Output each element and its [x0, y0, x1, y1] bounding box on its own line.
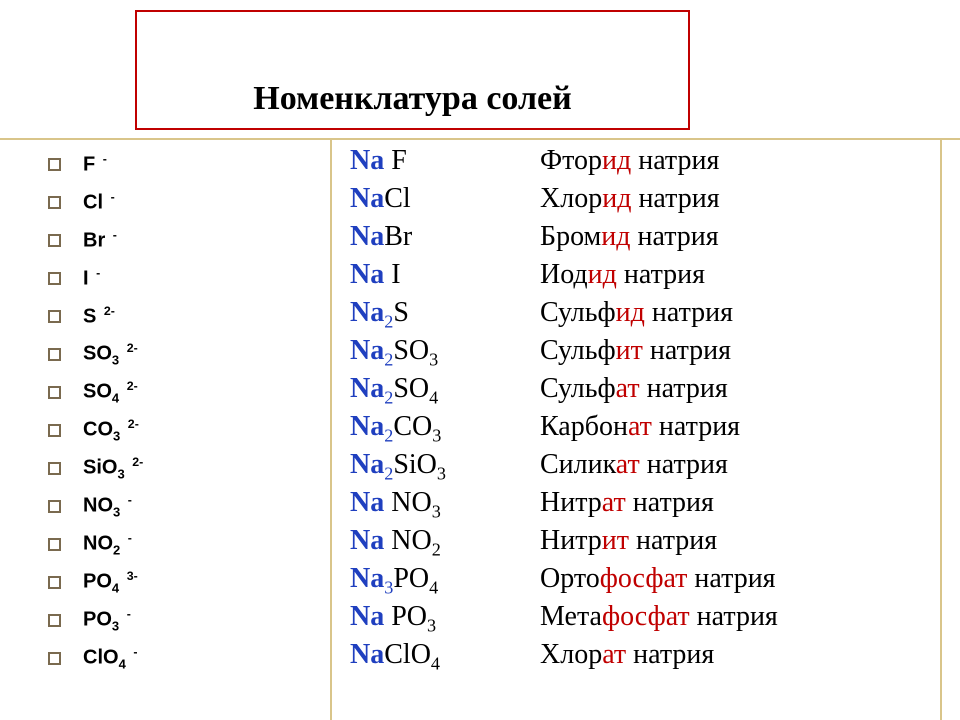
salt-row: NaBrБромид натрия [350, 218, 950, 256]
anion-row: SiO3 2- [48, 449, 328, 487]
salt-name: Сульфат натрия [540, 370, 728, 408]
anion-row: ClO4 - [48, 639, 328, 677]
vertical-divider-left [330, 138, 332, 720]
bullet-icon [48, 196, 61, 209]
salt-formula: Na NO2 [350, 522, 540, 560]
bullet-icon [48, 462, 61, 475]
salt-formula: Na NO3 [350, 484, 540, 522]
bullet-icon [48, 386, 61, 399]
salt-formula: Na PO3 [350, 598, 540, 636]
anion-list: F - Cl - Br - I - S 2- SO3 2- SO4 2- CO3 2- SiO3… [48, 145, 328, 677]
salt-formula: NaBr [350, 218, 540, 256]
horizontal-rule [0, 138, 960, 140]
anion-row: NO2 - [48, 525, 328, 563]
bullet-icon [48, 500, 61, 513]
anion-formula: Br - [83, 228, 117, 253]
salt-row: Na2SiO3Силикат натрия [350, 446, 950, 484]
salt-row: Na IИодид натрия [350, 256, 950, 294]
salt-name: Хлорат натрия [540, 636, 714, 674]
salt-name: Силикат натрия [540, 446, 728, 484]
salt-name: Нитрат натрия [540, 484, 714, 522]
salt-row: NaClХлорид натрия [350, 180, 950, 218]
anion-formula: ClO4 - [83, 645, 138, 672]
bullet-icon [48, 234, 61, 247]
bullet-icon [48, 272, 61, 285]
anion-row: PO3 - [48, 601, 328, 639]
salt-formula: Na2SO4 [350, 370, 540, 408]
salt-formula: Na2CO3 [350, 408, 540, 446]
bullet-icon [48, 310, 61, 323]
bullet-icon [48, 348, 61, 361]
anion-formula: S 2- [83, 304, 115, 329]
anion-row: Cl - [48, 183, 328, 221]
salt-list: Na FФторид натрияNaClХлорид натрияNaBrБр… [350, 142, 950, 674]
anion-row: Br - [48, 221, 328, 259]
anion-row: I - [48, 259, 328, 297]
anion-formula: NO3 - [83, 493, 132, 520]
anion-formula: CO3 2- [83, 417, 139, 444]
salt-row: Na2SO4Сульфат натрия [350, 370, 950, 408]
anion-formula: PO4 3- [83, 569, 138, 596]
salt-formula: NaCl [350, 180, 540, 218]
bullet-icon [48, 614, 61, 627]
salt-name: Иодид натрия [540, 256, 705, 294]
salt-row: Na NO2Нитрит натрия [350, 522, 950, 560]
salt-name: Нитрит натрия [540, 522, 717, 560]
anion-formula: PO3 - [83, 607, 131, 634]
anion-row: SO3 2- [48, 335, 328, 373]
salt-row: Na2SO3Сульфит натрия [350, 332, 950, 370]
anion-row: CO3 2- [48, 411, 328, 449]
anion-formula: SO4 2- [83, 379, 138, 406]
salt-formula: Na2SiO3 [350, 446, 540, 484]
title-box: Номенклатура солей [135, 10, 690, 130]
salt-row: Na3PO4Ортофосфат натрия [350, 560, 950, 598]
salt-row: Na PO3Метафосфат натрия [350, 598, 950, 636]
anion-formula: NO2 - [83, 531, 132, 558]
anion-formula: F - [83, 152, 107, 177]
bullet-icon [48, 158, 61, 171]
salt-name: Сульфид натрия [540, 294, 733, 332]
anion-formula: SiO3 2- [83, 455, 143, 482]
salt-row: Na2CO3Карбонат натрия [350, 408, 950, 446]
salt-name: Ортофосфат натрия [540, 560, 776, 598]
salt-formula: Na2S [350, 294, 540, 332]
salt-row: Na FФторид натрия [350, 142, 950, 180]
salt-name: Хлорид натрия [540, 180, 720, 218]
salt-name: Сульфит натрия [540, 332, 731, 370]
salt-row: Na NO3Нитрат натрия [350, 484, 950, 522]
anion-row: F - [48, 145, 328, 183]
salt-name: Карбонат натрия [540, 408, 740, 446]
anion-row: SO4 2- [48, 373, 328, 411]
salt-formula: Na I [350, 256, 540, 294]
page-title: Номенклатура солей [253, 80, 571, 118]
salt-row: NaClO4Хлорат натрия [350, 636, 950, 674]
salt-name: Бромид натрия [540, 218, 719, 256]
bullet-icon [48, 538, 61, 551]
anion-formula: I - [83, 266, 100, 291]
salt-formula: Na2SO3 [350, 332, 540, 370]
salt-formula: Na3PO4 [350, 560, 540, 598]
bullet-icon [48, 576, 61, 589]
anion-row: NO3 - [48, 487, 328, 525]
anion-formula: SO3 2- [83, 341, 138, 368]
anion-row: PO4 3- [48, 563, 328, 601]
salt-name: Метафосфат натрия [540, 598, 778, 636]
salt-row: Na2SСульфид натрия [350, 294, 950, 332]
anion-row: S 2- [48, 297, 328, 335]
bullet-icon [48, 424, 61, 437]
salt-formula: NaClO4 [350, 636, 540, 674]
salt-name: Фторид натрия [540, 142, 719, 180]
salt-formula: Na F [350, 142, 540, 180]
anion-formula: Cl - [83, 190, 115, 215]
bullet-icon [48, 652, 61, 665]
